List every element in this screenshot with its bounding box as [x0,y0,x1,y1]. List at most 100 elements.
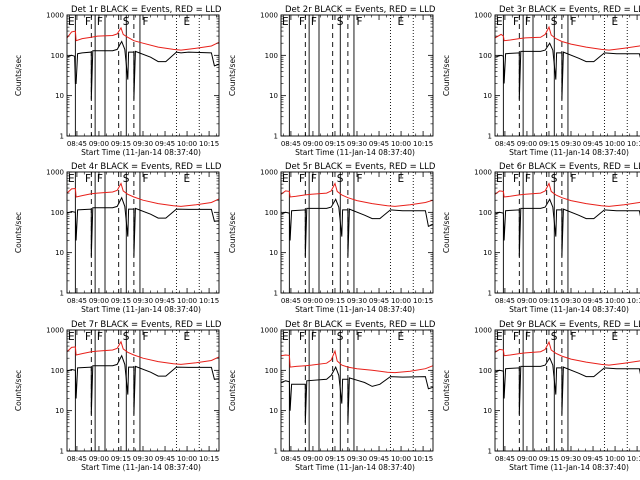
y-tick-label: 10 [55,92,64,100]
plot-frame [280,329,434,452]
y-axis-label: Counts/sec [228,55,237,96]
y-tick-label: 1 [60,448,64,456]
y-tick-label: 1000 [46,327,64,335]
x-tick-label: 09:15 [111,140,131,148]
plot-frame [494,329,640,452]
segment-label: F [311,331,317,343]
x-tick-label: 09:15 [325,297,345,305]
series-lld-line [494,340,640,366]
x-tick-label: 09:30 [561,455,581,463]
segment-label: S [551,331,558,343]
x-axis-label: Start Time (11-Jan-14 08:37:40) [81,305,201,314]
y-tick-label: 10 [269,407,278,415]
segment-label: S [551,16,558,28]
x-tick-label: 10:00 [177,455,197,463]
x-tick-label: 09:45 [369,455,389,463]
x-tick-label: 08:45 [67,455,87,463]
panel-3: Det 3r BLACK = Events, RED = LLD Counts/s… [442,5,640,157]
x-axis-label: Start Time (11-Jan-14 08:37:40) [509,305,629,314]
y-tick-label: 100 [265,367,278,375]
segment-label: S [337,16,344,28]
x-tick-label: 10:15 [413,297,433,305]
series-lld-line [494,182,640,207]
panel-title: Det 6r BLACK = Events, RED = LLD [499,162,640,172]
series-lld-line [66,340,220,365]
x-tick-label: 09:45 [583,455,603,463]
segment-label: F [356,331,362,343]
y-tick-label: 1 [488,290,492,298]
x-tick-label: 09:15 [325,455,345,463]
y-tick-label: 100 [51,367,64,375]
x-tick-label: 08:45 [281,297,301,305]
series-events-line [280,198,434,257]
series-lld-line [494,25,640,51]
segment-label: F [311,16,317,28]
panel-7: Det 7r BLACK = Events, RED = LLD Counts/s… [14,320,222,472]
x-tick-label: 09:00 [89,455,109,463]
x-tick-label: 09:30 [347,297,367,305]
x-tick-label: 09:30 [347,140,367,148]
x-tick-label: 09:00 [517,140,537,148]
series-lld-line [66,26,220,51]
segment-label: F [299,173,305,185]
y-tick-label: 10 [55,249,64,257]
y-tick-label: 10 [55,407,64,415]
y-axis-label: Counts/sec [442,55,451,96]
segment-label: E [398,331,405,343]
x-tick-label: 10:00 [391,297,411,305]
series-events-line [494,198,640,257]
x-tick-label: 09:00 [89,140,109,148]
panel-4: Det 4r BLACK = Events, RED = LLD Counts/s… [14,162,222,314]
segment-label: F [525,331,531,343]
segment-label: E [184,16,191,28]
x-tick-label: 09:00 [303,297,323,305]
x-tick-label: 09:15 [539,455,559,463]
segment-label: F [97,331,103,343]
y-tick-label: 1 [488,448,492,456]
panel-title: Det 8r BLACK = Events, RED = LLD [285,320,436,330]
segment-label: F [513,16,519,28]
segment-label: E [68,16,75,28]
x-tick-label: 09:45 [155,297,175,305]
y-tick-label: 1000 [474,327,492,335]
x-tick-label: 08:45 [67,297,87,305]
y-tick-label: 1 [60,133,64,141]
plot-frame [280,171,434,294]
segment-label: S [551,173,558,185]
y-tick-label: 100 [479,52,492,60]
x-tick-label: 10:00 [177,140,197,148]
y-axis-label: Counts/sec [14,55,23,96]
segment-label: F [570,331,576,343]
series-events-line [494,42,640,100]
segment-label: S [123,173,130,185]
x-tick-label: 09:00 [517,297,537,305]
x-tick-label: 08:45 [495,455,515,463]
panel-title: Det 7r BLACK = Events, RED = LLD [71,320,222,330]
series-lld-line [280,182,434,207]
y-tick-label: 1000 [46,169,64,177]
segment-label: E [184,331,191,343]
y-tick-label: 1 [488,133,492,141]
plot-frame [66,14,220,137]
y-tick-label: 1000 [474,169,492,177]
x-tick-label: 09:00 [303,140,323,148]
panel-title: Det 4r BLACK = Events, RED = LLD [71,162,222,172]
segment-label: F [513,173,519,185]
segment-label: E [496,331,503,343]
y-tick-label: 100 [479,209,492,217]
x-tick-label: 09:00 [303,455,323,463]
panel-8: Det 8r BLACK = Events, RED = LLD Counts/s… [228,320,436,472]
panel-5: Det 5r BLACK = Events, RED = LLD Counts/s… [228,162,436,314]
segment-label: F [525,16,531,28]
y-tick-label: 1 [274,290,278,298]
segment-label: E [68,331,75,343]
x-tick-label: 10:00 [605,455,625,463]
series-events-line [280,365,434,423]
x-axis-label: Start Time (11-Jan-14 08:37:40) [81,148,201,157]
y-tick-label: 1000 [260,169,278,177]
x-tick-label: 09:45 [583,297,603,305]
panel-6: Det 6r BLACK = Events, RED = LLD Counts/s… [442,162,640,314]
segment-label: E [282,173,289,185]
segment-label: E [282,16,289,28]
x-axis-label: Start Time (11-Jan-14 08:37:40) [295,463,415,472]
